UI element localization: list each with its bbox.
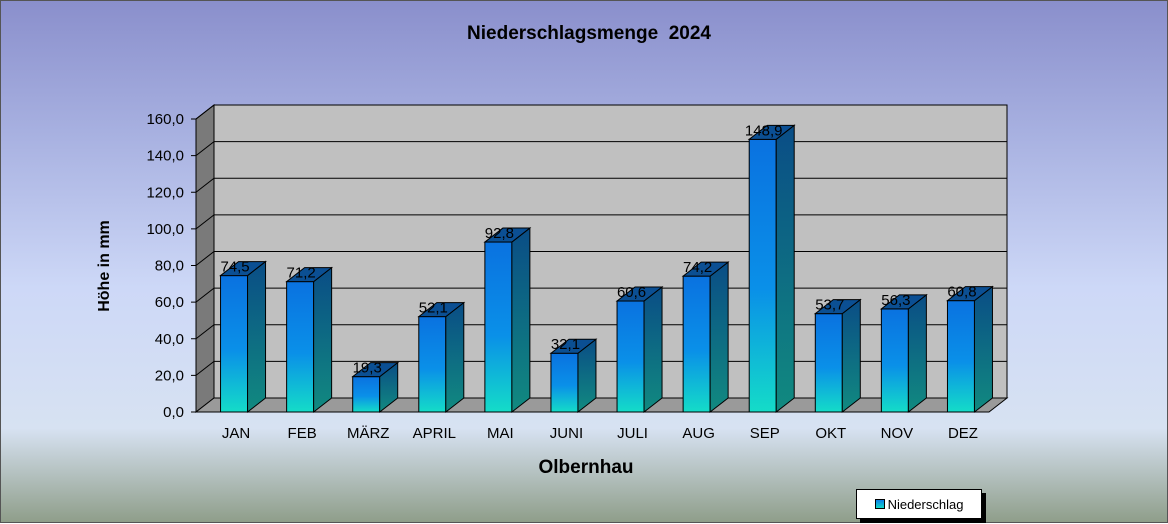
bar-front [550,352,579,413]
gridline [195,177,1007,193]
x-tick-label: MÄRZ [347,425,390,442]
x-tick-label: SEP [750,425,780,442]
bar-front [682,275,711,413]
bar-side [907,293,927,414]
x-tick-label: AUG [682,425,715,442]
data-label: 92,8 [485,225,514,242]
bar-side [247,260,267,414]
x-tick-label: JULI [617,425,648,442]
bar-side [775,124,795,414]
bar-front [484,241,513,413]
gridline [195,141,1007,157]
gridline [195,324,1007,340]
x-tick-label: MAI [487,425,514,442]
bar-front [814,313,843,413]
data-label: 71,2 [287,265,316,282]
x-tick-label: DEZ [948,425,978,442]
y-tick-label: 0,0 [163,404,184,421]
data-label: 56,3 [881,292,910,309]
bar-side [841,298,861,414]
data-label: 74,5 [220,259,249,276]
bar-top [879,294,928,310]
bar-front [352,376,381,413]
y-tick-label: 140,0 [146,148,184,165]
bar-top [946,286,994,302]
data-label: 52,1 [419,300,448,317]
data-label: 19,3 [353,360,382,377]
data-label: 32,1 [551,336,580,353]
bar-side [643,286,663,414]
bar-top [417,302,466,318]
bar-top [681,261,730,277]
bar-side [313,266,333,414]
plot-floor [194,397,1009,413]
data-label: 53,7 [815,297,844,314]
x-tick-label: OKT [815,425,846,442]
y-tick-label: 80,0 [155,258,184,275]
y-tick-label: 160,0 [146,111,184,128]
bar-front [616,300,645,413]
gridline [195,251,1007,266]
gridline [195,104,1007,120]
y-tick-label: 100,0 [146,221,184,238]
data-label: 74,2 [683,259,712,276]
bar-top [813,299,862,315]
legend-label: Niederschlag [887,496,964,512]
bar-front [286,281,315,413]
y-tick-label: 40,0 [155,331,184,348]
bar-top [483,227,532,243]
chart-title: Niederschlagsmenge 2024 [467,23,711,44]
data-label: 60,6 [617,284,646,301]
bar-top [549,338,598,354]
x-tick-label: JAN [222,425,250,442]
gridline [195,214,1007,230]
x-tick-label: NOV [881,425,914,442]
y-tick-label: 60,0 [155,294,184,311]
y-tick-label: 120,0 [146,184,184,201]
bar-side [445,301,465,414]
bar-front [880,308,909,413]
data-label: 60,8 [947,284,976,301]
x-tick-label: FEB [288,425,317,442]
x-tick-label: JUNI [550,425,583,442]
gridline [195,287,1007,303]
bar-top [351,362,400,378]
bar-side [709,261,729,414]
bar-top [285,267,334,283]
legend: Niederschlag [856,489,982,519]
bar-front [946,300,975,413]
bar-side [511,227,531,414]
bar-side [973,285,993,414]
legend-swatch [874,499,885,509]
bar-top [615,286,664,302]
bar-front [220,275,249,413]
y-tick-label: 20,0 [155,367,184,384]
bar-top [219,261,267,277]
gridline [195,360,1007,376]
x-tick-label: APRIL [413,425,456,442]
x-axis-label: Olbernhau [538,457,634,478]
bar-top [747,124,796,140]
data-label: 148,9 [745,122,783,139]
bar-front [418,316,447,413]
bar-front [748,138,777,413]
